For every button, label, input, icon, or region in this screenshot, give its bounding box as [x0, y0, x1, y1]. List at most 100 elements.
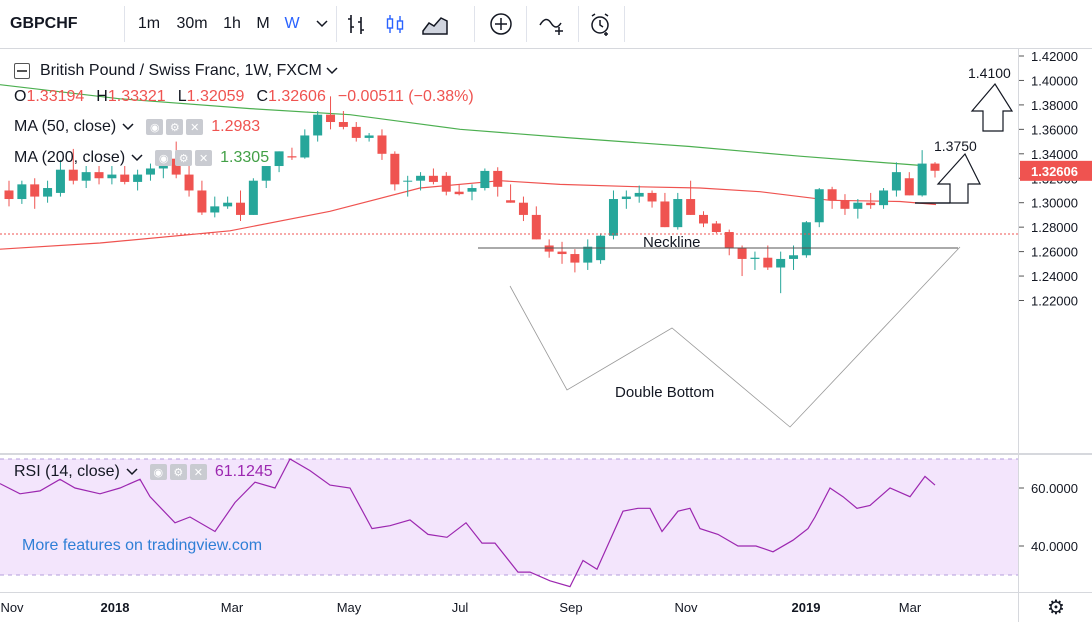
candle: [313, 111, 323, 142]
interval-dropdown[interactable]: [310, 0, 334, 48]
area-style-button[interactable]: [418, 0, 452, 48]
candle: [840, 194, 850, 215]
interval-1m[interactable]: 1m: [137, 15, 161, 32]
candle: [814, 188, 824, 228]
candle-style-button[interactable]: [380, 0, 410, 48]
candle: [364, 133, 374, 142]
close-icon[interactable]: ✕: [186, 119, 204, 135]
chevron-down-icon: [316, 20, 328, 28]
chevron-down-icon[interactable]: [131, 154, 143, 162]
price-chart[interactable]: Neckline Double Bottom 1.3750 1.4100: [0, 48, 1018, 592]
collapse-icon[interactable]: [14, 63, 30, 79]
candle: [608, 190, 618, 240]
price-tick-label: 1.38000: [1031, 98, 1078, 113]
rsi-label[interactable]: RSI (14, close): [14, 463, 120, 480]
time-axis[interactable]: Nov 2018 Mar May Jul Sep Nov 2019 Mar: [0, 592, 1018, 622]
candle: [583, 239, 593, 270]
candle: [274, 151, 284, 173]
price-tick-label: 1.22000: [1031, 294, 1078, 309]
symbol-search[interactable]: GBPCHF: [10, 15, 78, 32]
candle: [801, 221, 811, 258]
candle: [287, 147, 297, 160]
top-toolbar: GBPCHF 1m 30m 1h M W: [0, 0, 1092, 49]
compare-add-button[interactable]: [486, 0, 516, 48]
bar-style-button[interactable]: [342, 0, 372, 48]
candle: [789, 245, 799, 270]
candle: [686, 180, 696, 215]
candle: [557, 241, 567, 264]
chart-settings-button[interactable]: ⚙: [1018, 592, 1092, 622]
time-tick-label: May: [337, 600, 362, 615]
interval-month[interactable]: M: [256, 15, 270, 32]
rsi-line: [0, 458, 936, 588]
candle: [338, 111, 348, 130]
candle: [4, 180, 14, 207]
target-arrow-1410: [970, 82, 1014, 132]
alert-icon: [591, 13, 609, 36]
candle: [493, 167, 503, 197]
ma50-label[interactable]: MA (50, close): [14, 118, 117, 135]
candle: [236, 190, 245, 222]
price-tick-label: 1.26000: [1031, 245, 1078, 260]
candle: [917, 150, 927, 197]
candle: [891, 162, 901, 197]
visibility-icon[interactable]: ◉: [149, 464, 167, 480]
ma200-legend[interactable]: MA (200, close) ◉ ⚙ ✕ 1.3305: [14, 149, 269, 167]
ma200-value: 1.3305: [220, 149, 270, 166]
price-axis[interactable]: 1.420001.400001.380001.360001.340001.320…: [1018, 48, 1092, 592]
area-style-icon: [422, 17, 448, 35]
candle: [30, 178, 40, 209]
visibility-icon[interactable]: ◉: [155, 150, 173, 166]
visibility-icon[interactable]: ◉: [146, 119, 164, 135]
candle: [480, 168, 490, 191]
time-tick-label: 2018: [101, 600, 130, 615]
close-icon[interactable]: ✕: [189, 464, 207, 480]
interval-week[interactable]: W: [284, 15, 300, 32]
price-tick-label: 1.30000: [1031, 196, 1078, 211]
chart-pane[interactable]: Neckline Double Bottom 1.3750 1.4100: [0, 48, 1018, 592]
time-tick-label: 2019: [792, 600, 821, 615]
candle: [724, 229, 734, 256]
symbol-title[interactable]: British Pound / Swiss Franc, 1W, FXCM: [40, 62, 322, 79]
candle: [261, 166, 271, 189]
ma50-legend[interactable]: MA (50, close) ◉ ⚙ ✕ 1.2983: [14, 118, 260, 136]
gear-icon[interactable]: ⚙: [169, 464, 187, 480]
gear-icon[interactable]: ⚙: [166, 119, 184, 135]
alert-button[interactable]: [584, 0, 618, 48]
ma200-label[interactable]: MA (200, close): [14, 149, 126, 166]
toolbar-divider: [526, 6, 527, 42]
candle: [248, 178, 258, 215]
rsi-tick-label: 40.0000: [1031, 539, 1078, 554]
rsi-legend[interactable]: RSI (14, close) ◉ ⚙ ✕ 61.1245: [14, 463, 273, 481]
candle: [197, 180, 207, 215]
indicators-button[interactable]: [536, 0, 570, 48]
promo-link[interactable]: More features on tradingview.com: [22, 537, 263, 554]
ohlc-values: O1.33194 H1.33321 L1.32059 C1.32606 −0.0…: [14, 88, 480, 106]
compare-add-icon: [490, 13, 512, 35]
close-value: 1.32606: [268, 88, 326, 105]
price-tick-label: 1.36000: [1031, 122, 1078, 137]
candle-style-icon: [386, 15, 404, 33]
candle: [454, 184, 464, 196]
ma50-controls: ◉ ⚙ ✕: [146, 119, 204, 135]
interval-30m[interactable]: 30m: [176, 15, 208, 32]
candle: [300, 129, 310, 159]
indicators-icon: [539, 18, 563, 35]
interval-1h[interactable]: 1h: [223, 15, 241, 32]
symbol-legend: British Pound / Swiss Franc, 1W, FXCM: [14, 62, 338, 80]
close-label: C: [256, 88, 269, 105]
candle: [660, 192, 670, 228]
candle: [145, 163, 155, 181]
double-bottom-lines: [509, 246, 961, 428]
time-tick-label: Nov: [674, 600, 698, 615]
price-tick-label: 1.28000: [1031, 220, 1078, 235]
time-tick-label: Sep: [559, 600, 582, 615]
gear-icon[interactable]: ⚙: [175, 150, 193, 166]
chevron-down-icon[interactable]: [122, 123, 134, 131]
candle: [94, 166, 104, 185]
chevron-down-icon[interactable]: [326, 67, 338, 75]
close-icon[interactable]: ✕: [195, 150, 213, 166]
chevron-down-icon[interactable]: [126, 468, 138, 476]
change-value: −0.00511 (−0.38%): [337, 88, 474, 105]
last-price-badge: [1020, 160, 1092, 181]
